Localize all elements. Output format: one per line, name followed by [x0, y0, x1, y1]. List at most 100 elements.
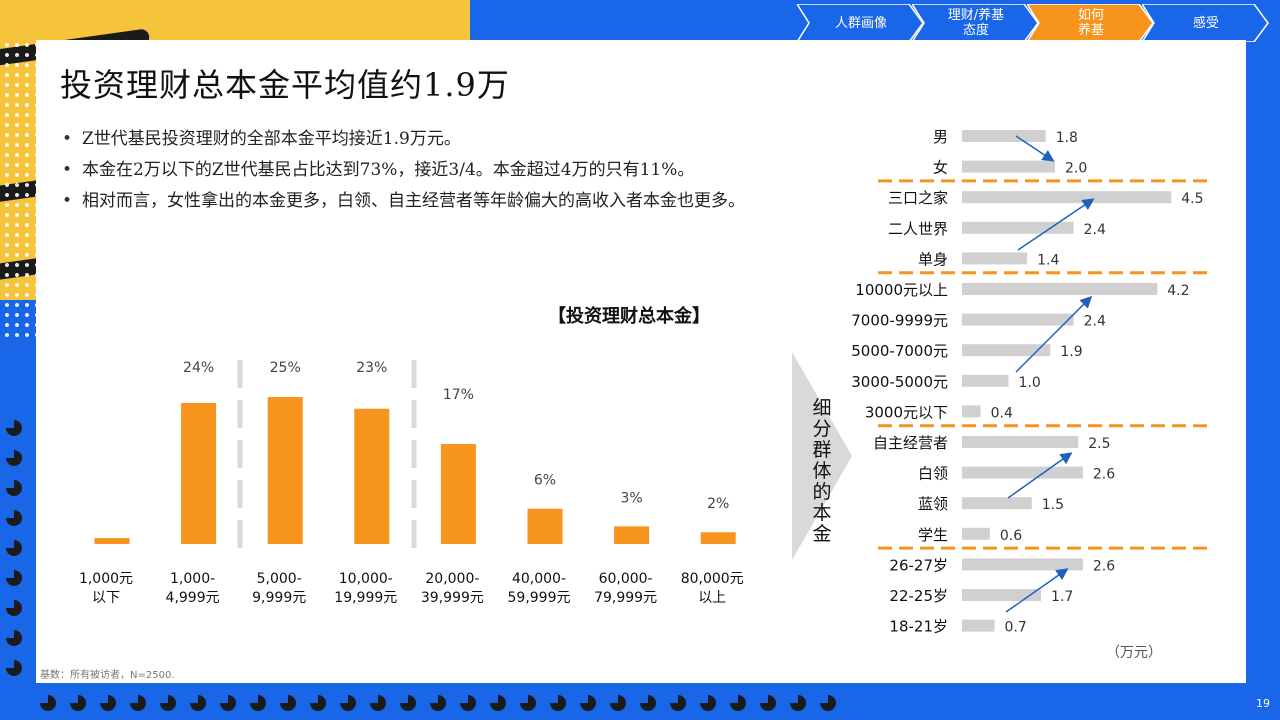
bullet-item: Z世代基民投资理财的全部本金平均接近1.9万元。 [60, 128, 880, 150]
trend-arrow-icon [1015, 295, 1093, 373]
pacman-icon [700, 695, 716, 711]
category-label: 79,999元 [594, 590, 657, 606]
value-label: 4.2 [1167, 283, 1189, 299]
category-label: 9,999元 [252, 590, 306, 606]
bullet-item: 本金在2万以下的Z世代基民占比达到73%，接近3/4。本金超过4万的只有11%。 [60, 159, 880, 181]
bar [94, 538, 130, 544]
segment-label: 3000-5000元 [851, 373, 948, 391]
pacman-icon [760, 695, 776, 711]
bar [527, 508, 563, 544]
unit-label: （万元） [1106, 645, 1162, 661]
data-label: 6% [534, 473, 556, 489]
hbar [962, 374, 1009, 387]
trend-arrow-icon [1005, 568, 1069, 613]
value-label: 2.6 [1093, 467, 1115, 483]
nav-tab[interactable]: 人群画像 [797, 4, 925, 42]
bullet-item: 相对而言，女性拿出的本金更多，白领、自主经营者等年龄偏大的高收入者本金也更多。 [60, 190, 880, 212]
category-label: 以上 [698, 590, 726, 606]
data-label: 3% [620, 490, 642, 506]
nav-tab[interactable]: 如何 养基 [1027, 4, 1155, 42]
segment-label: 白领 [918, 465, 948, 483]
pacman-icon [250, 695, 266, 711]
pacman-icon [490, 695, 506, 711]
segment-label: 18-21岁 [889, 618, 948, 636]
hbar [962, 191, 1172, 204]
nav-tab[interactable]: 感受 [1142, 4, 1270, 42]
pacman-icon [400, 695, 416, 711]
data-label: 17% [443, 387, 474, 403]
pacman-icon [190, 695, 206, 711]
hbar [962, 252, 1028, 265]
pacman-icon [6, 630, 22, 646]
category-label: 60,000- [599, 571, 653, 587]
category-label: 10,000- [339, 571, 393, 587]
value-label: 2.5 [1088, 436, 1110, 452]
hbar [962, 466, 1083, 479]
data-label: 2% [707, 496, 729, 512]
chevron-shape [797, 4, 924, 42]
category-label: 40,000- [512, 571, 566, 587]
segment-label: 22-25岁 [889, 587, 948, 605]
pacman-icon [100, 695, 116, 711]
value-label: 0.6 [1000, 528, 1022, 544]
segment-label: 男 [933, 128, 948, 146]
value-label: 1.0 [1019, 375, 1041, 391]
segment-label: 5000-7000元 [851, 342, 948, 360]
hbar [962, 160, 1055, 173]
category-label: 1,000- [170, 571, 215, 587]
pacman-icon [310, 695, 326, 711]
category-label: 1,000元 [79, 571, 133, 587]
hbar [962, 619, 995, 632]
nav-tab[interactable]: 理财/养基 态度 [912, 4, 1040, 42]
chevron-shape [912, 4, 1039, 42]
bar [181, 402, 217, 544]
pacman-icon [730, 695, 746, 711]
value-label: 0.7 [1005, 620, 1027, 636]
pacman-icon [6, 600, 22, 616]
segment-label: 二人世界 [888, 220, 948, 238]
chart-title: 【投资理财总本金】 [548, 306, 710, 327]
pacman-icon [580, 695, 596, 711]
value-label: 2.6 [1093, 558, 1115, 574]
value-label: 1.8 [1056, 130, 1078, 146]
page-title: 投资理财总本金平均值约1.9万 [60, 66, 510, 104]
nav-tab-label: 感受 [1192, 15, 1219, 31]
trend-arrow-icon [1007, 452, 1073, 499]
hbar [962, 313, 1074, 326]
pacman-icon [460, 695, 476, 711]
nav-tab-label: 人群画像 [834, 15, 887, 31]
distribution-bar-chart: 1,000元以下 24% 1,000- 4,999元 25% 5,000- 9,999元 23… [79, 360, 744, 606]
trend-arrow-icon [1017, 198, 1095, 251]
pacman-icon [550, 695, 566, 711]
pacman-icon [670, 695, 686, 711]
bar [440, 444, 476, 544]
value-label: 0.4 [991, 405, 1013, 421]
value-label: 2.0 [1065, 161, 1087, 177]
bar [614, 526, 650, 544]
hbar [962, 558, 1083, 571]
pacman-icon [6, 480, 22, 496]
bullet-list: Z世代基民投资理财的全部本金平均接近1.9万元。 本金在2万以下的Z世代基民占比… [60, 128, 880, 221]
category-label: 39,999元 [421, 590, 484, 606]
pacman-icon [160, 695, 176, 711]
segment-vertical-label: 细分群体的本金 [812, 397, 832, 545]
page-number: 19 [1256, 697, 1270, 710]
trend-arrow-icon [1015, 135, 1055, 162]
segment-label: 女 [933, 159, 948, 177]
pacman-icon [70, 695, 86, 711]
pacman-icon [640, 695, 656, 711]
segment-label: 三口之家 [888, 189, 948, 207]
chevron-shape [1142, 4, 1269, 42]
pacman-icon [6, 540, 22, 556]
pacman-icon [820, 695, 836, 711]
hbar [962, 589, 1042, 601]
hbar [962, 405, 981, 418]
data-label: 23% [356, 360, 387, 376]
value-label: 2.4 [1084, 314, 1106, 330]
chevron-shape [1027, 4, 1154, 42]
category-label: 80,000元 [681, 571, 744, 587]
decorative-dots [2, 40, 36, 340]
data-label: 25% [270, 360, 301, 376]
data-label: 24% [183, 360, 214, 376]
segment-label: 单身 [918, 250, 948, 268]
